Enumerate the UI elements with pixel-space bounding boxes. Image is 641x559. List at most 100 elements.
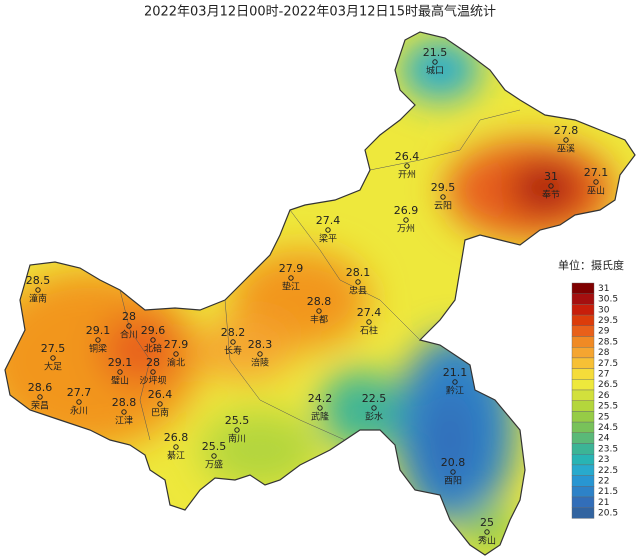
station-value: 29.1 (108, 356, 133, 369)
legend-label: 26.5 (598, 380, 618, 390)
legend-swatch (571, 464, 595, 476)
station-name: 南川 (228, 433, 246, 445)
station-marker (450, 469, 456, 475)
station-marker (211, 453, 217, 459)
station-name: 万盛 (205, 459, 223, 471)
legend-swatch (571, 379, 595, 391)
legend-swatch (571, 507, 595, 519)
station-value: 27.9 (279, 262, 304, 275)
legend-label: 23.5 (598, 444, 618, 454)
legend-swatch (571, 486, 595, 498)
station-name: 开州 (398, 170, 416, 181)
legend-swatch (571, 325, 595, 337)
station-name: 酉阳 (444, 476, 462, 487)
legend-swatch (571, 357, 595, 369)
station-name: 垫江 (282, 281, 300, 293)
station-value: 27.1 (584, 166, 609, 179)
legend-label: 29 (598, 327, 610, 337)
legend-label: 25 (598, 412, 609, 422)
station-name: 秀山 (478, 535, 496, 547)
station-value: 28.3 (248, 338, 273, 351)
station-name: 万州 (397, 224, 415, 235)
station-marker (173, 444, 179, 450)
legend-title: 单位：摄氏度 (558, 258, 624, 272)
station-value: 25.5 (202, 440, 227, 453)
legend-label: 30 (598, 305, 610, 315)
station-value: 27.5 (41, 342, 66, 355)
legend-label: 24.5 (598, 423, 618, 433)
station-marker (452, 379, 458, 385)
legend-label: 28 (598, 348, 610, 358)
station-marker (257, 351, 263, 357)
station-marker (371, 405, 377, 411)
legend-swatch (571, 389, 595, 401)
station-name: 丰都 (310, 314, 328, 326)
station-value: 20.8 (441, 456, 466, 469)
station-value: 27.7 (67, 386, 92, 399)
station-value: 27.4 (357, 306, 382, 319)
station-name: 巴南 (151, 407, 169, 419)
station-value: 28.8 (112, 396, 137, 409)
station-marker (150, 337, 156, 343)
station-value: 21.1 (443, 366, 468, 379)
legend-swatch (571, 454, 595, 466)
station-value: 31 (544, 170, 558, 183)
legend-label: 23 (598, 455, 609, 465)
station-marker (593, 179, 599, 185)
legend-swatch (571, 293, 595, 305)
station-marker (35, 287, 41, 293)
station-value: 29.6 (141, 324, 166, 337)
station-value: 28.5 (26, 274, 51, 287)
legend-label: 25.5 (598, 402, 618, 412)
station-name: 沙坪坝 (139, 376, 166, 387)
station-value: 28.2 (221, 326, 246, 339)
station-name: 巫山 (587, 186, 605, 197)
station-marker (317, 405, 323, 411)
station-value: 26.4 (148, 388, 173, 401)
station-value: 27.8 (554, 124, 579, 137)
station-name: 长寿 (224, 345, 242, 357)
station-name: 武隆 (311, 411, 329, 423)
station-name: 綦江 (167, 450, 185, 462)
station-name: 忠县 (349, 286, 367, 297)
station-name: 梁平 (319, 233, 337, 245)
legend-label: 27.5 (598, 359, 618, 369)
station-value: 21.5 (423, 46, 448, 59)
station-marker (121, 409, 127, 415)
station-value: 28 (122, 310, 136, 323)
legend-swatch (571, 475, 595, 487)
station-name: 大足 (44, 361, 62, 373)
legend-swatch (571, 347, 595, 359)
station-name: 潼南 (29, 293, 47, 305)
station-value: 28.6 (28, 381, 53, 394)
station-marker (173, 351, 179, 357)
legend-swatch (571, 282, 595, 294)
station-value: 29.5 (431, 181, 456, 194)
station-marker (230, 339, 236, 345)
station-marker (404, 163, 410, 169)
station-marker (37, 394, 43, 400)
station-marker (126, 323, 132, 329)
station-value: 28.8 (307, 295, 332, 308)
legend-label: 26 (598, 391, 610, 401)
legend-swatch (571, 304, 595, 316)
station-name: 合川 (120, 329, 138, 341)
legend-label: 20.5 (598, 509, 618, 519)
station-marker (150, 369, 156, 375)
station-value: 27.9 (164, 338, 189, 351)
station-name: 巫溪 (557, 143, 575, 155)
station-name: 涪陵 (251, 357, 269, 369)
station-value: 28.1 (346, 266, 371, 279)
legend-label: 22.5 (598, 466, 618, 476)
station-value: 26.8 (164, 431, 189, 444)
station-value: 27.4 (316, 214, 341, 227)
station-name: 城口 (426, 66, 444, 77)
legend-label: 27 (598, 369, 609, 379)
station-name: 黔江 (446, 385, 464, 397)
legend-swatch (571, 411, 595, 423)
legend-swatch (571, 368, 595, 380)
station-value: 22.5 (362, 392, 387, 405)
legend-label: 21 (598, 498, 609, 508)
